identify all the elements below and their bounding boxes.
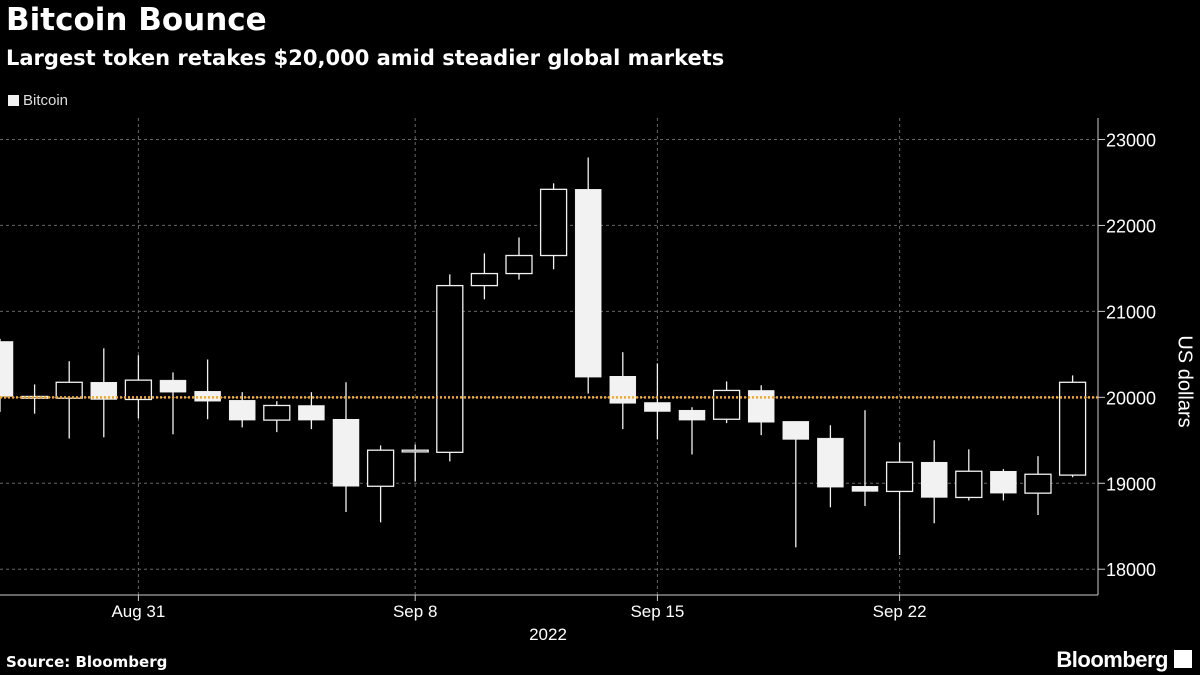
y-tick-label: 20000 [1106,388,1156,408]
candle-body [782,421,810,440]
candle-body [920,461,948,498]
candle-body [609,376,637,404]
x-tick-label: Sep 8 [393,602,437,621]
candle-body [851,486,879,492]
y-tick-label: 18000 [1106,560,1156,580]
candle-body [1024,473,1052,494]
candle-body [678,409,706,421]
source-note: Source: Bloomberg [6,653,168,671]
candle-body [644,402,671,412]
candle-body [332,418,360,487]
bloomberg-chart-icon [1174,650,1192,668]
candle-body [228,400,256,421]
y-tick-label: 23000 [1106,130,1156,150]
candle-body [124,379,153,401]
candle-body [885,461,914,493]
y-tick-label: 22000 [1106,216,1156,236]
candle-body [401,449,429,453]
chart-title: Bitcoin Bounce [6,2,267,38]
y-tick-label: 19000 [1106,474,1156,494]
bloomberg-logo: Bloomberg [1056,647,1168,672]
candle-body [90,382,118,400]
chart-subtitle: Largest token retakes $20,000 amid stead… [6,46,725,70]
legend-swatch-bitcoin [8,95,19,106]
candle-body [539,188,568,257]
candle-body [366,449,395,487]
candle-body [955,470,983,499]
x-axis-label: 2022 [529,625,567,644]
y-tick-label: 21000 [1106,302,1156,322]
candle-body [55,381,83,399]
candle-body [159,379,187,393]
candle-body [747,390,775,423]
candle-body [990,470,1017,494]
candle-body [436,284,464,453]
candle-body [712,389,741,420]
legend: Bitcoin [8,92,68,109]
legend-label-bitcoin: Bitcoin [23,92,69,109]
x-tick-label: Sep 22 [873,602,927,621]
x-tick-label: Aug 31 [111,602,165,621]
x-tick-label: Sep 15 [630,602,684,621]
candle-body [0,341,14,397]
candle-body [263,404,291,421]
candle-body [574,189,602,378]
candle-body [817,437,844,488]
y-axis-label: US dollars [1173,335,1196,428]
candle-body [505,254,533,275]
candle-body [298,405,325,421]
candle-body [470,272,499,287]
